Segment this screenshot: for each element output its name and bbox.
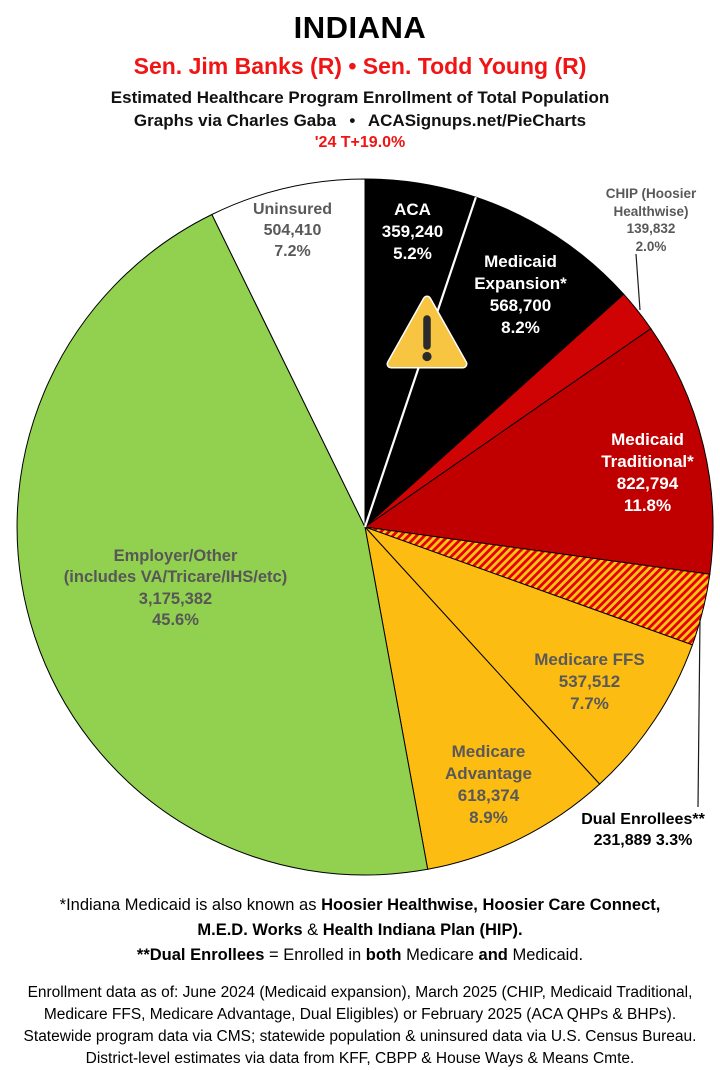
slice-value: 537,512 [558,672,621,692]
slice-name: CHIP (Hoosier Healthwise) [605,186,697,219]
slice-percent: 7.7% [570,694,609,714]
slice-name: Medicare Advantage [445,742,532,784]
slice-value: 231,889 [593,831,652,849]
slice-percent: 8.9% [469,808,508,828]
slice-value: 504,410 [263,221,322,239]
slice-label-chip: CHIP (Hoosier Healthwise) 139,832 2.0% [582,185,720,255]
subtitle-credit: Graphs via Charles Gaba • ACASignups.net… [133,111,587,130]
dual-leader-line [697,618,701,808]
trend-label: '24 T+19.0% [314,134,406,151]
slice-label-medicaid-expansion: Medicaid Expansion* 568,700 8.2% [448,251,593,339]
slice-value: 618,374 [457,786,520,806]
slice-name: Employer/Other (includes VA/Tricare/IHS/… [63,547,288,587]
slice-label-medicare-ffs: Medicare FFS 537,512 7.7% [517,649,662,715]
footnotes-block: *Indiana Medicaid is also known as Hoosi… [0,893,720,1070]
slice-name: Uninsured [252,201,333,218]
slice-label-aca: ACA 359,240 5.2% [350,199,475,265]
slice-percent: 8.2% [501,318,540,338]
pie-slices [16,178,714,876]
slice-value: 568,700 [489,296,552,316]
data-sources-text: Enrollment data as of: June 2024 (Medica… [23,984,697,1068]
slice-name: ACA [394,200,431,219]
slice-name: Medicaid Traditional* [601,430,694,472]
footnote-line-3: **Dual Enrollees = Enrolled in both Medi… [136,946,584,965]
slice-value: 139,832 [626,221,676,237]
slice-label-medicare-advantage: Medicare Advantage 618,374 8.9% [416,741,561,829]
pie-slice-medicare-ffs [364,526,694,785]
slice-name: Medicare FFS [534,650,645,669]
slice-percent: 2.0% [635,238,667,254]
footnote-line-2: M.E.D. Works & Health Indiana Plan (HIP)… [197,921,523,940]
slice-percent: 3.3% [655,831,693,849]
slice-label-uninsured: Uninsured 504,410 7.2% [230,200,355,262]
pie-slice-medicaid-expansion [363,196,625,529]
footnote-line-1: *Indiana Medicaid is also known as Hoosi… [59,896,661,914]
slice-percent: 7.2% [274,242,311,260]
warning-triangle-icon [386,295,468,369]
slice-percent: 5.2% [393,244,432,264]
pie-slice-employer-other [16,213,429,876]
page-title: INDIANA [293,10,427,45]
pie-slice-uninsured [211,178,366,528]
subtitle-enrollment: Estimated Healthcare Program Enrollment … [110,88,610,107]
slice-name: Medicaid Expansion* [474,252,567,294]
slice-label-employer-other: Employer/Other (includes VA/Tricare/IHS/… [38,546,313,632]
slice-value: 359,240 [381,222,444,242]
slice-percent: 45.6% [152,611,199,630]
slice-label-medicaid-traditional: Medicaid Traditional* 822,794 11.8% [575,429,720,517]
slice-value: 3,175,382 [138,589,213,608]
senators-line: Sen. Jim Banks (R) • Sen. Todd Young (R) [133,53,587,79]
slice-label-dual-enrollees: Dual Enrollees** 231,889 3.3% [568,810,718,852]
pie-slice-medicaid-traditional [363,327,714,575]
chip-leader-line [635,253,641,311]
slice-value: 822,794 [616,474,679,494]
slice-percent: 11.8% [623,496,672,516]
pie-slice-medicare-advantage [364,525,601,870]
slice-name: Dual Enrollees** [581,811,705,828]
